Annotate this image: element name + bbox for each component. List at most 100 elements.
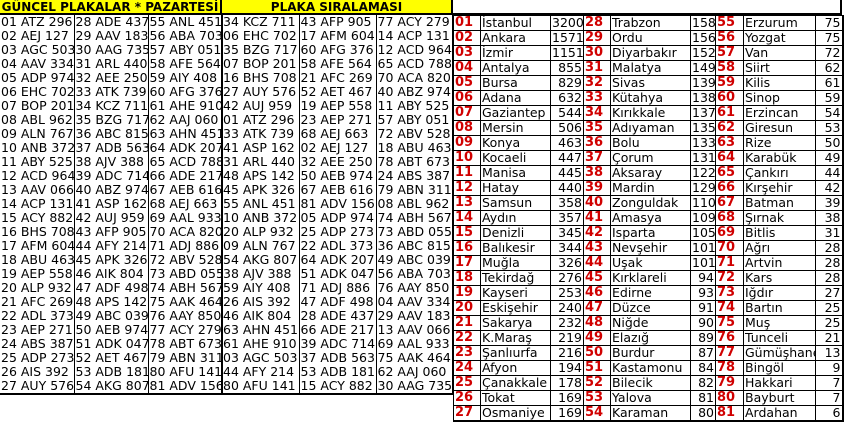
plate-cell: 32 AEE 250 bbox=[298, 155, 376, 169]
city-name: Amasya bbox=[610, 210, 691, 226]
city-count: 149 bbox=[690, 60, 716, 76]
plate-cell: 29 AAV 183 bbox=[375, 309, 453, 323]
rank-number: 22 bbox=[453, 330, 481, 346]
rank-number: 12 bbox=[453, 180, 481, 196]
table-row: 15 ACY 882 42 AUJ 959 69 AAL 933 bbox=[0, 211, 222, 225]
rank-number: 50 bbox=[583, 345, 611, 361]
city-count: 27 bbox=[815, 285, 843, 301]
plate-cell: 32 AEE 250 bbox=[73, 71, 148, 85]
plate-cell: 75 AAK 464 bbox=[375, 351, 453, 365]
city-name: Zonguldak bbox=[610, 195, 691, 211]
city-count: 326 bbox=[550, 255, 584, 271]
table-row: 42 AUJ 959 19 AEP 558 11 ABY 525 bbox=[222, 99, 453, 113]
city-name: Bilecik bbox=[610, 375, 691, 391]
city-name: Niğde bbox=[610, 315, 691, 331]
city-count: 25 bbox=[815, 315, 843, 331]
city-count: 39 bbox=[815, 195, 843, 211]
plate-cell: 77 ACY 279 bbox=[147, 323, 222, 337]
city-name: Şırnak bbox=[743, 210, 816, 226]
plate-cell: 73 ABD 055 bbox=[375, 225, 453, 239]
city-name: Antalya bbox=[480, 60, 551, 76]
table-row: 01 ATZ 296 23 AEP 271 57 ABY 051 bbox=[222, 113, 453, 127]
plate-cell: 07 BOP 201 bbox=[223, 57, 297, 71]
table-row: 63 AHN 451 66 ADE 217 13 AAV 066 bbox=[222, 323, 453, 337]
plate-cell: 05 ADP 974 bbox=[298, 211, 376, 225]
plate-cell: 47 ADF 498 bbox=[73, 281, 148, 295]
rank-number: 66 bbox=[715, 180, 744, 196]
city-count: 87 bbox=[690, 345, 716, 361]
rank-number: 62 bbox=[715, 120, 744, 136]
plate-cell: 67 AEB 616 bbox=[298, 183, 376, 197]
plate-cell: 01 ATZ 296 bbox=[223, 113, 295, 127]
plate-cell: 16 BHS 708 bbox=[1, 225, 74, 239]
plate-cell: 10 ANB 372 bbox=[223, 211, 298, 225]
city-count: 232 bbox=[550, 315, 584, 331]
plate-cell: 76 AAY 850 bbox=[375, 281, 453, 295]
city-count: 131 bbox=[690, 150, 716, 166]
plate-cell: 40 ABZ 974 bbox=[375, 85, 453, 99]
city-count: 105 bbox=[690, 225, 716, 241]
plate-cell: 25 ADP 273 bbox=[298, 225, 376, 239]
plate-cell: 29 AAV 183 bbox=[73, 29, 148, 43]
rank-number: 28 bbox=[583, 15, 611, 31]
plate-cell: 70 ACA 820 bbox=[147, 225, 222, 239]
city-count: 463 bbox=[550, 135, 584, 151]
plate-cell: 42 AUJ 959 bbox=[73, 211, 148, 225]
rank-number: 04 bbox=[453, 60, 481, 76]
plate-cell: 11 ABY 525 bbox=[1, 155, 73, 169]
table-row: 07 BOP 201 58 AFE 564 65 ACD 788 bbox=[222, 57, 453, 71]
plate-cell: 57 ABY 051 bbox=[375, 113, 453, 127]
plate-cell: 37 ADB 563 bbox=[73, 141, 148, 155]
plate-cell: 68 AEJ 663 bbox=[147, 197, 222, 211]
table-row: 55 ANL 451 81 ADV 156 08 ABL 962 bbox=[222, 197, 453, 211]
rank-number: 73 bbox=[715, 285, 744, 301]
table-row: 01 İstanbul 3200 28 Trabzon 158 55 Erzurum 75 bbox=[453, 15, 843, 31]
city-name: Gaziantep bbox=[480, 105, 551, 121]
rank-number: 30 bbox=[583, 45, 611, 61]
table-row: 54 AKG 807 64 ADK 207 49 ABC 039 bbox=[222, 253, 453, 267]
plate-cell: 44 AFY 214 bbox=[223, 365, 295, 379]
rank-number: 51 bbox=[583, 360, 611, 376]
table-row: 23 AEP 271 50 AEB 974 77 ACY 279 bbox=[0, 323, 222, 337]
city-name: Eskişehir bbox=[480, 300, 551, 316]
rank-number: 79 bbox=[715, 375, 744, 391]
rank-number: 33 bbox=[583, 90, 611, 106]
rank-number: 16 bbox=[453, 240, 481, 256]
plate-cell: 09 ALN 767 bbox=[223, 239, 296, 253]
city-name: Kırklareli bbox=[610, 270, 691, 286]
city-name: Diyarbakır bbox=[610, 45, 691, 61]
plate-cell: 03 AGC 503 bbox=[223, 351, 298, 365]
plate-cell: 02 AEJ 127 bbox=[1, 29, 69, 43]
plate-cell: 19 AEP 558 bbox=[1, 267, 73, 281]
table-row: 33 ATK 739 68 AEJ 663 72 ABV 528 bbox=[222, 127, 453, 141]
plate-cell: 21 AFC 269 bbox=[298, 71, 376, 85]
plate-cell: 65 ACD 788 bbox=[147, 155, 222, 169]
plate-cell: 63 AHN 451 bbox=[223, 323, 299, 337]
city-count: 158 bbox=[690, 15, 716, 31]
table-row: 09 Konya 463 36 Bolu 133 63 Rize 50 bbox=[453, 135, 843, 151]
table-row: 18 Tekirdağ 276 45 Kırklareli 94 72 Kars 28 bbox=[453, 270, 843, 286]
rank-number: 72 bbox=[715, 270, 744, 286]
rank-number: 32 bbox=[583, 75, 611, 91]
plate-cell: 05 ADP 974 bbox=[1, 71, 74, 85]
table-row: 44 AFY 214 53 ADB 181 62 AAJ 060 bbox=[222, 365, 453, 379]
plate-cell: 22 ADL 373 bbox=[1, 309, 74, 323]
plate-cell: 12 ACD 964 bbox=[1, 169, 74, 183]
plate-cell: 35 BZG 717 bbox=[223, 43, 298, 57]
city-count: 59 bbox=[815, 90, 843, 106]
table-row: 21 AFC 269 48 APS 142 75 AAK 464 bbox=[0, 295, 222, 309]
city-count: 135 bbox=[690, 120, 716, 136]
city-count: 129 bbox=[690, 180, 716, 196]
city-name: Yalova bbox=[610, 390, 691, 406]
rank-number: 69 bbox=[715, 225, 744, 241]
table-row: 17 AFM 604 44 AFY 214 71 ADJ 886 bbox=[0, 239, 222, 253]
rank-number: 56 bbox=[715, 30, 744, 46]
plate-cell: 30 AAG 735 bbox=[73, 43, 148, 57]
rank-number: 74 bbox=[715, 300, 744, 316]
plate-cell: 74 ABH 567 bbox=[147, 281, 222, 295]
plate-cell: 40 ABZ 974 bbox=[73, 183, 148, 197]
plate-cell: 10 ANB 372 bbox=[1, 141, 74, 155]
plate-cell: 41 ASP 162 bbox=[73, 197, 148, 211]
rank-number: 19 bbox=[453, 285, 481, 301]
city-name: Çankırı bbox=[743, 165, 816, 181]
